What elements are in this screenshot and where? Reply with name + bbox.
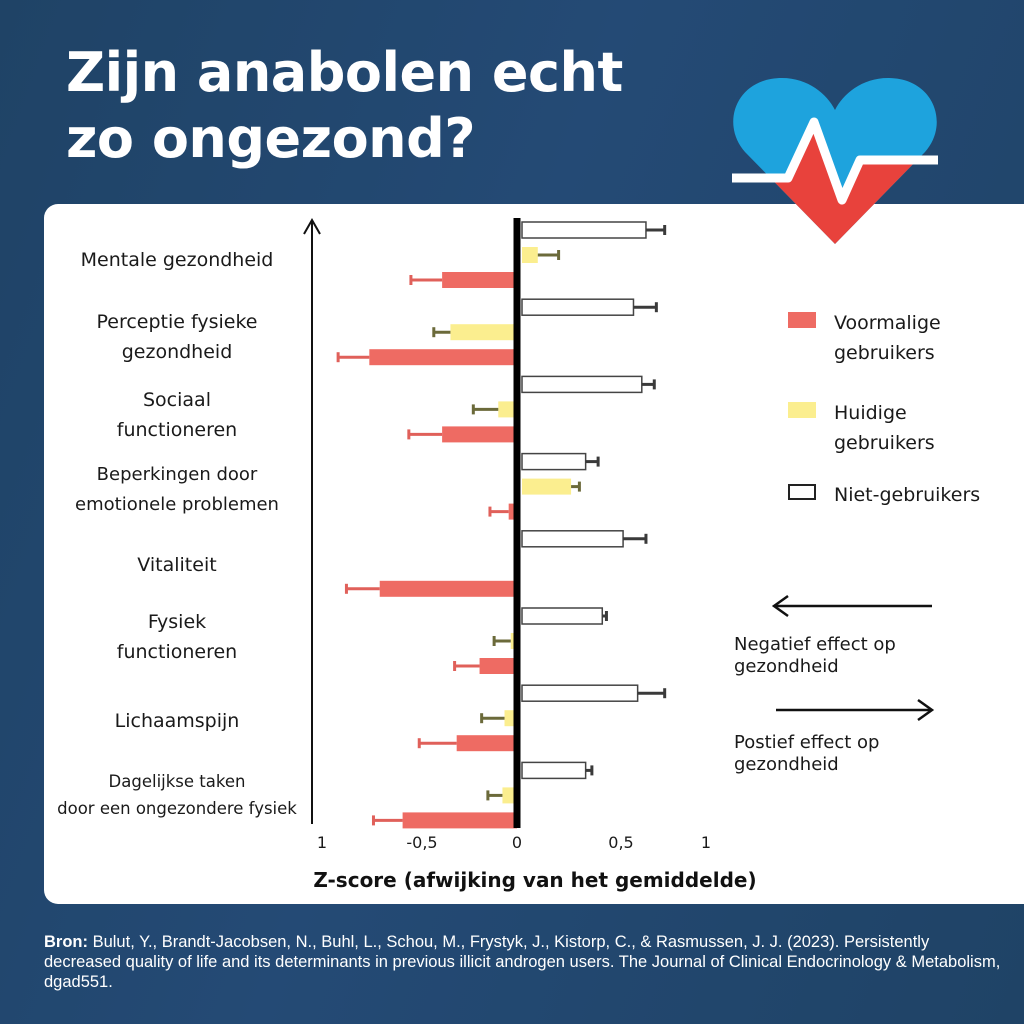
positive-note-line2: gezondheid [734,754,839,775]
negative-note-line1: Negatief effect op [734,634,896,655]
source-text: Bulut, Y., Brandt-Jacobsen, N., Buhl, L.… [44,933,1001,991]
bar-0-1 [521,298,635,316]
bar-2-3 [508,503,517,520]
x-axis-label: Z-score (afwijking van het gemiddelde) [313,868,756,892]
category-label-line: door een ongezondere fysiek [57,799,297,818]
category-label-line: Lichaamspijn [114,710,240,732]
bar-1-2 [498,401,517,418]
y-axis-arrow-head [303,217,321,235]
negative-effect-note: Negatief effect op gezondheid [734,634,954,678]
bar-1-1 [450,324,517,341]
negative-note-line2: gezondheid [734,656,839,677]
bar-2-4 [379,580,517,597]
legend: Voormalige gebruikers Huidige gebruikers… [788,308,1018,518]
legend-non-line1: Niet-gebruikers [834,484,981,506]
bar-2-5 [479,658,517,674]
bar-1-3 [522,478,572,495]
bar-0-5 [521,607,604,625]
category-label-line: Beperkingen door [96,464,258,485]
category-label-line: gezondheid [121,341,233,363]
legend-swatch-current [788,402,816,418]
source-label: Bron: [44,933,88,951]
x-tick-label: 1 [701,833,711,852]
category-label: Lichaamspijn [46,706,308,736]
bar-1-0 [522,247,538,263]
bar-0-2 [521,375,643,394]
legend-former-line1: Voormalige [834,312,941,334]
legend-swatch-former [788,312,816,328]
bar-1-7 [502,787,517,804]
bar-0-0 [521,221,647,239]
category-label: Fysiek functioneren [46,607,308,667]
source-citation: Bron: Bulut, Y., Brandt-Jacobsen, N., Bu… [44,932,1004,992]
bar-2-2 [442,426,517,443]
category-label-line: functioneren [116,641,238,663]
page-title: Zijn anabolen echt zo ongezond? [66,40,623,172]
category-label: Beperkingen door emotionele problemen [46,460,308,520]
bar-2-6 [456,735,517,752]
x-tick-label: 0 [512,833,522,852]
category-label-line: Sociaal [143,389,211,411]
bar-0-7 [521,761,587,780]
heart-rate-icon [732,78,938,244]
category-label-line: functioneren [116,419,238,441]
category-label: Vitaliteit [46,550,308,580]
bar-0-4 [521,530,624,548]
arrow-left-icon [771,594,932,618]
legend-swatch-non [788,484,816,500]
category-label-line: Fysiek [147,611,207,633]
x-tick-label: -0,5 [406,833,437,852]
category-label-line: Dagelijkse taken [108,772,246,791]
category-label: Dagelijkse taken door een ongezondere fys… [46,768,308,822]
title-line-2: zo ongezond? [66,107,476,170]
bar-0-3 [521,452,587,471]
category-label-line: Mentale gezondheid [80,249,274,271]
bar-2-0 [442,272,517,288]
category-label-line: Perceptie fysieke [96,311,258,333]
positive-note-line1: Postief effect op [734,732,880,753]
category-label: Mentale gezondheid [46,245,308,275]
x-tick-label: 1 [317,833,327,852]
bar-2-7 [402,812,517,829]
arrow-right-icon [776,698,935,722]
x-tick-label: 0,5 [608,833,633,852]
legend-current-line2: gebruikers [834,432,935,454]
bar-0-6 [521,684,639,702]
category-label: Perceptie fysieke gezondheid [46,307,308,367]
bar-2-1 [369,349,517,366]
legend-current-line1: Huidige [834,402,907,424]
category-label-line: Vitaliteit [137,554,217,576]
positive-effect-note: Postief effect op gezondheid [734,732,954,776]
category-label: Sociaal functioneren [46,385,308,445]
title-line-1: Zijn anabolen echt [66,41,623,104]
category-label-line: emotionele problemen [75,494,279,515]
legend-former-line2: gebruikers [834,342,935,364]
